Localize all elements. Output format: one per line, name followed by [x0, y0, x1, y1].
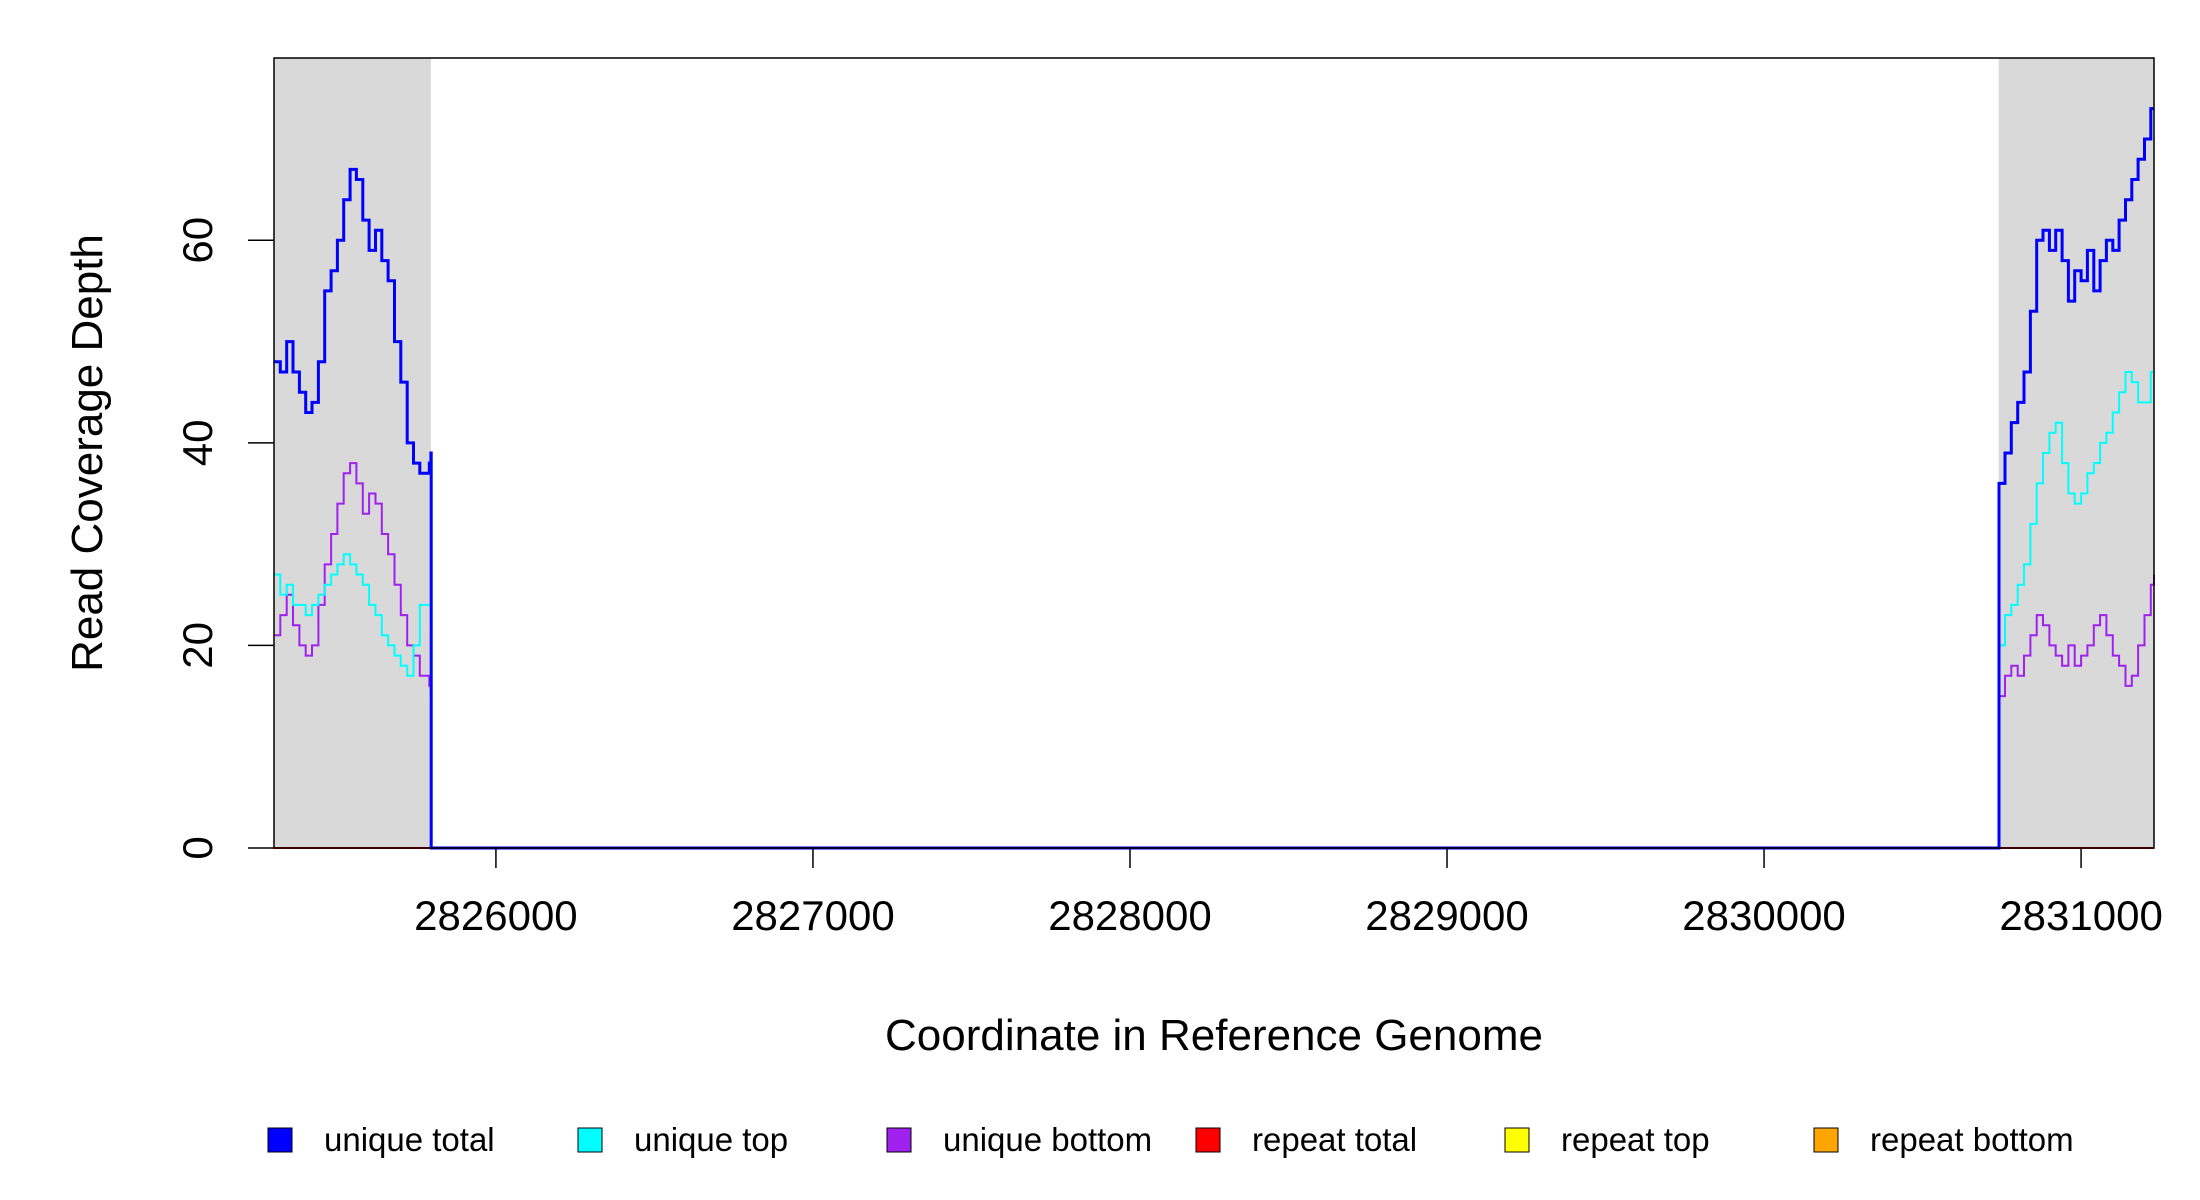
shaded-region-1: [1998, 58, 2154, 848]
legend-swatch: [577, 1127, 603, 1153]
legend-swatch: [886, 1127, 912, 1153]
legend-swatch: [1813, 1127, 1839, 1153]
legend: unique total unique top unique bottom repea…: [267, 1121, 2074, 1158]
x-axis-label: Coordinate in Reference Genome: [885, 1011, 1543, 1060]
shaded-regions: [274, 58, 2154, 848]
x-axis: 2826000 2827000 2828000 2829000 2830000 28310…: [414, 848, 2163, 939]
legend-label: unique total: [324, 1121, 495, 1158]
x-tick-label: 2826000: [414, 892, 578, 939]
shaded-region-0: [274, 58, 431, 848]
y-axis: 0 20 40 60: [174, 217, 274, 860]
series-line-unique-top: [274, 371, 2154, 849]
legend-label: unique bottom: [943, 1121, 1152, 1158]
legend-label: repeat bottom: [1870, 1121, 2074, 1158]
series-line-unique-bottom: [274, 462, 2155, 849]
y-axis-label: Read Coverage Depth: [63, 234, 112, 672]
series-lines: [274, 107, 2155, 850]
x-tick-label: 2828000: [1048, 892, 1212, 939]
x-tick-label: 2830000: [1682, 892, 1846, 939]
legend-swatch: [267, 1127, 293, 1153]
y-tick-label: 20: [174, 622, 221, 669]
y-tick-label: 0: [174, 836, 221, 859]
plot-frame: [273, 57, 2155, 849]
legend-label: repeat top: [1561, 1121, 1710, 1158]
legend-swatch: [1504, 1127, 1530, 1153]
x-tick-label: 2831000: [1999, 892, 2163, 939]
legend-label: unique top: [634, 1121, 788, 1158]
legend-label: repeat total: [1252, 1121, 1417, 1158]
x-tick-label: 2829000: [1365, 892, 1529, 939]
y-tick-label: 40: [174, 420, 221, 467]
x-tick-label: 2827000: [731, 892, 895, 939]
legend-swatch: [1195, 1127, 1221, 1153]
y-tick-label: 60: [174, 217, 221, 264]
series-line-unique-total: [274, 107, 2154, 850]
